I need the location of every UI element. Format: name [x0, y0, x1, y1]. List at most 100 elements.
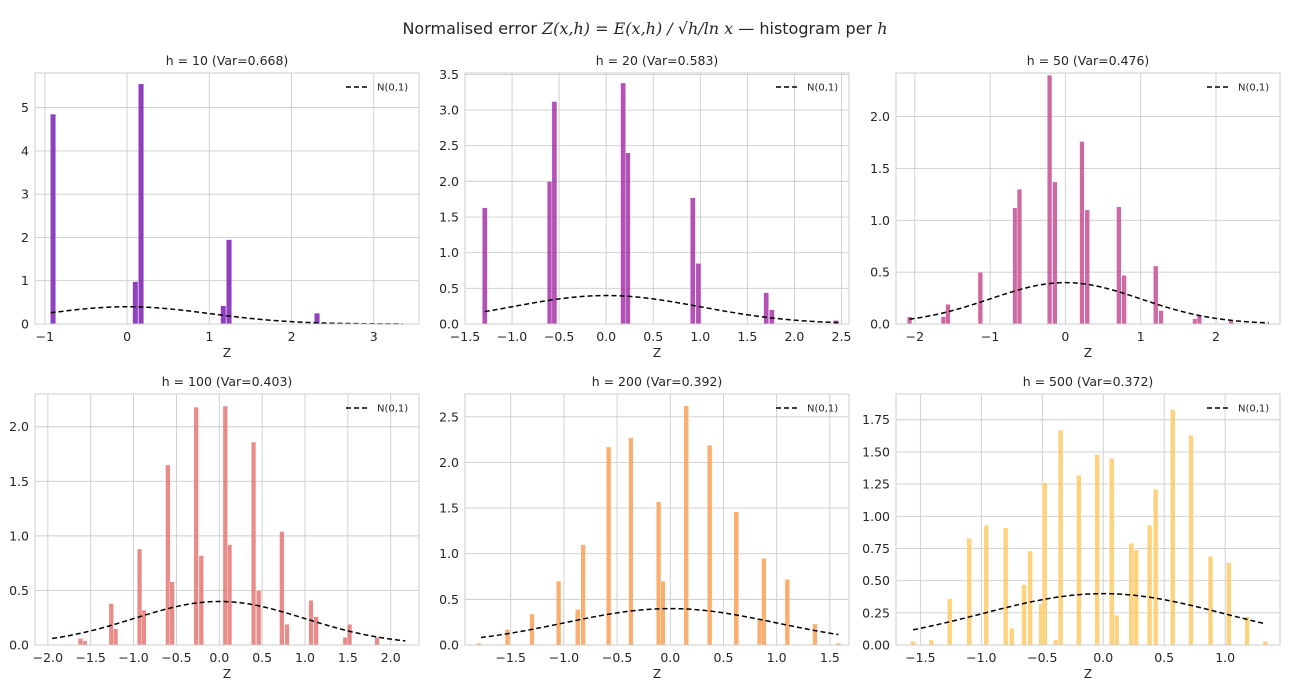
x-axis-label: Z — [653, 667, 661, 681]
histogram-bar — [226, 239, 232, 325]
histogram-bar — [733, 511, 739, 646]
x-tick-label: 1.0 — [295, 650, 315, 665]
normal-curve — [912, 592, 1265, 631]
histogram-bar — [251, 441, 257, 646]
legend: N(0,1) — [346, 83, 408, 94]
histogram-bar — [1146, 525, 1153, 646]
y-tick-label: 0.25 — [862, 605, 890, 620]
histogram-bar — [132, 281, 139, 325]
histogram-bar — [784, 579, 790, 646]
axes-frame — [895, 393, 1281, 646]
histogram-bar — [945, 304, 951, 325]
axes-frame — [895, 72, 1281, 325]
legend-label: N(0,1) — [377, 404, 408, 415]
histogram-bar — [906, 316, 913, 325]
histogram-bar — [575, 609, 581, 646]
x-tick-label: −1.0 — [497, 329, 527, 344]
histogram-bar — [580, 544, 586, 646]
y-tick-label: 1 — [21, 273, 29, 288]
histogram-bar — [113, 628, 119, 646]
subplot-4: −2.0 −1.5 −1.0 −0.5 0.0 0.5 1.0 1.5 2.0 0.0 0.5 1.0… — [9, 374, 420, 681]
histogram-bar — [625, 152, 631, 325]
x-tick-label: 1.5 — [338, 650, 358, 665]
subplot-title: h = 200 (Var=0.392) — [592, 374, 723, 389]
histogram-bar — [137, 548, 143, 646]
histogram-bar — [193, 406, 199, 646]
histogram-bar — [1094, 454, 1100, 646]
histogram-bar — [1042, 482, 1048, 646]
histogram-bar — [313, 616, 319, 646]
x-axis-label: Z — [223, 346, 231, 360]
histogram-bar — [347, 624, 353, 646]
histogram-bar — [1262, 640, 1269, 646]
histogram-bar — [279, 531, 285, 646]
y-tick-label: 1.5 — [870, 161, 890, 176]
y-tick-label: 2 — [21, 230, 29, 245]
y-tick-label: 0.0 — [439, 638, 459, 653]
y-tick-label: 2.0 — [9, 419, 29, 434]
y-tick-label: 0.5 — [9, 583, 29, 598]
histogram-bar — [1188, 434, 1194, 646]
normal-curve — [52, 600, 406, 642]
y-tick-label: 0.0 — [870, 317, 890, 332]
y-tick-label: 1.50 — [862, 444, 890, 459]
x-tick-label: −0.5 — [161, 650, 191, 665]
x-axis-label: Z — [653, 346, 661, 360]
histogram-bar — [763, 292, 769, 325]
subplot-title: h = 50 (Var=0.476) — [1027, 53, 1150, 68]
histogram-bar — [1170, 409, 1176, 646]
histogram-bar — [660, 580, 666, 646]
histogram-bar — [910, 640, 916, 646]
y-tick-label: 2.0 — [439, 174, 459, 189]
subplot-title: h = 10 (Var=0.668) — [166, 53, 289, 68]
normal-curve — [50, 305, 403, 325]
histogram-bar — [1012, 207, 1018, 325]
histogram-bar — [82, 640, 88, 646]
y-tick-label: 5 — [21, 100, 29, 115]
histogram-bar — [628, 437, 634, 646]
x-tick-label: 2 — [1212, 329, 1220, 344]
histogram-bar — [812, 623, 818, 646]
y-tick-label: 4 — [21, 143, 29, 158]
normal-curve — [484, 294, 839, 324]
histogram-bar — [1016, 188, 1023, 325]
histogram-bar — [1114, 615, 1120, 646]
histogram-bar — [1052, 181, 1058, 325]
histogram-bar — [165, 464, 171, 646]
legend-label: N(0,1) — [1238, 83, 1269, 94]
y-tick-label: 1.75 — [862, 412, 890, 427]
x-axis-label: Z — [223, 667, 231, 681]
x-tick-label: −1.0 — [966, 650, 996, 665]
histogram-bar — [1116, 206, 1122, 325]
x-tick-label: 1.0 — [767, 650, 787, 665]
x-tick-label: 0.0 — [209, 650, 229, 665]
y-tick-label: 0.5 — [870, 265, 890, 280]
histogram-bar — [1047, 74, 1053, 325]
y-tick-label: 3.0 — [439, 103, 459, 118]
legend: N(0,1) — [776, 83, 838, 94]
y-tick-label: 0.0 — [9, 638, 29, 653]
y-tick-label: 0.00 — [862, 638, 890, 653]
histogram-bar — [1084, 209, 1090, 325]
x-tick-label: −2.0 — [33, 650, 63, 665]
histogram-bar — [1158, 310, 1164, 325]
y-tick-label: 1.0 — [870, 213, 890, 228]
histogram-bar — [482, 207, 488, 325]
legend-label: N(0,1) — [1238, 404, 1269, 415]
histogram-bar — [928, 639, 934, 646]
histogram-bar — [1153, 265, 1159, 325]
histogram-bar — [374, 637, 380, 646]
histogram-bar — [983, 525, 989, 646]
x-tick-label: 0.5 — [643, 329, 663, 344]
subplot-5: −1.5 −1.0 −0.5 0.0 0.5 1.0 1.5 0.0 0.5 1.0 1.5 2.0 2… — [439, 374, 850, 681]
histogram-bar — [1053, 639, 1059, 646]
histogram-bar — [1196, 315, 1203, 325]
y-tick-label: 1.0 — [9, 528, 29, 543]
histogram-bar — [1076, 474, 1082, 646]
x-tick-label: 0 — [123, 329, 131, 344]
histogram-bar — [227, 544, 233, 646]
histogram-bar — [695, 263, 702, 325]
y-tick-label: 1.00 — [862, 509, 890, 524]
histogram-bar — [966, 537, 972, 646]
x-tick-label: −1.0 — [549, 650, 579, 665]
